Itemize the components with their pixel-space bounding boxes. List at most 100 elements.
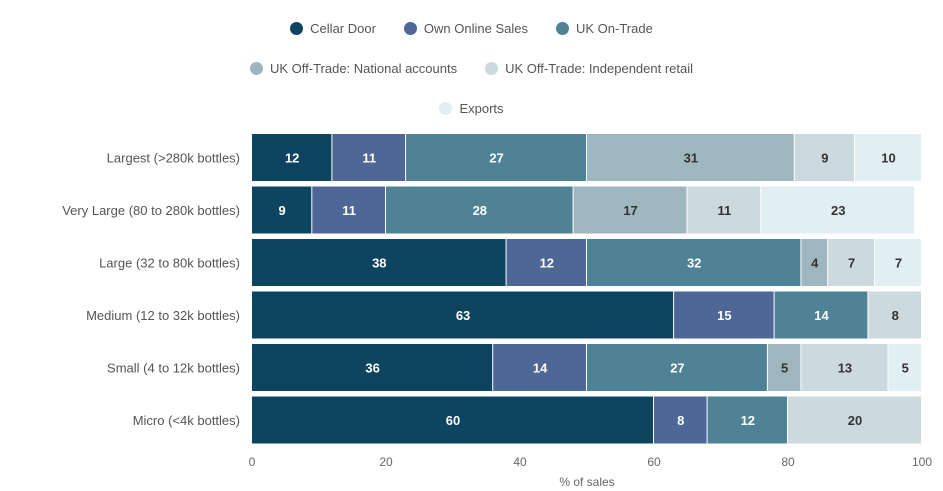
- data-label: 31: [684, 151, 698, 166]
- data-label: 10: [881, 151, 895, 166]
- data-label: 5: [781, 361, 788, 376]
- bar-segment: [868, 291, 921, 339]
- legend-item: Exports: [439, 100, 504, 116]
- data-label: 12: [285, 151, 299, 166]
- data-label: 14: [814, 308, 829, 323]
- x-tick-label: 0: [249, 455, 256, 469]
- data-label: 63: [456, 308, 470, 323]
- legend-swatch: [485, 61, 499, 75]
- bar-segment: [687, 186, 761, 234]
- bar-segment: [801, 344, 888, 391]
- data-label: 32: [687, 256, 701, 271]
- legend-label: Own Online Sales: [423, 20, 528, 36]
- chart-legend: Cellar Door Own Online Sales UK On-Trade UK…: [0, 8, 943, 128]
- category-label: Largest (>280k bottles): [107, 151, 240, 166]
- data-label: 8: [892, 308, 899, 323]
- x-tick-label: 40: [513, 455, 527, 469]
- data-label: 12: [540, 256, 554, 271]
- category-label: Medium (12 to 32k bottles): [86, 308, 240, 323]
- bar-segment: [774, 291, 868, 339]
- legend-swatch: [403, 21, 417, 35]
- data-label: 8: [677, 413, 684, 428]
- data-label: 27: [670, 361, 684, 376]
- bar-segment: [587, 134, 794, 181]
- data-label: 4: [811, 256, 819, 271]
- bar-segment: [252, 134, 332, 181]
- data-label: 38: [372, 256, 386, 271]
- x-tick-label: 20: [379, 455, 393, 469]
- bar-segment: [252, 239, 506, 286]
- legend-row: UK Off-Trade: National accounts UK Off-Tr…: [0, 48, 943, 88]
- bar-segment: [252, 396, 653, 444]
- legend-label: Exports: [459, 100, 504, 116]
- category-label: Micro (<4k bottles): [133, 413, 240, 428]
- bar-segment: [587, 239, 801, 286]
- bar-segment: [674, 291, 774, 339]
- data-label: 14: [533, 361, 548, 376]
- x-tick-label: 80: [781, 455, 795, 469]
- legend-row: Exports: [0, 88, 943, 128]
- legend-item: UK Off-Trade: Independent retail: [485, 61, 693, 76]
- data-label: 9: [279, 203, 286, 218]
- bar-segment: [406, 134, 586, 181]
- data-label: 17: [623, 203, 637, 218]
- legend-label: Cellar Door: [310, 20, 376, 36]
- category-label: Very Large (80 to 280k bottles): [62, 203, 240, 218]
- bar-segment: [493, 344, 586, 391]
- bar-segment: [386, 186, 573, 234]
- data-label: 20: [848, 413, 862, 428]
- x-tick-label: 60: [647, 455, 661, 469]
- data-label: 27: [489, 151, 503, 166]
- bar-segment: [801, 239, 828, 286]
- bar-segment: [761, 186, 915, 234]
- bar-segment: [332, 134, 406, 181]
- legend-item: Cellar Door: [290, 21, 376, 36]
- data-label: 7: [895, 256, 902, 271]
- bar-segment: [312, 186, 385, 234]
- data-label: 5: [902, 361, 909, 376]
- bar-segment: [252, 186, 312, 234]
- legend-item: Own Online Sales: [403, 20, 528, 36]
- bar-segment: [252, 344, 493, 391]
- data-label: 60: [446, 413, 460, 428]
- legend-item: UK Off-Trade: National accounts: [249, 60, 458, 76]
- x-axis-title: % of sales: [559, 475, 614, 489]
- legend-swatch: [290, 21, 304, 35]
- bar-segment: [252, 291, 674, 339]
- bar-segment: [654, 396, 707, 444]
- bar-segment: [767, 344, 801, 391]
- x-tick-label: 100: [912, 455, 932, 469]
- legend-label: UK On-Trade: [575, 20, 653, 36]
- data-label: 9: [821, 151, 828, 166]
- bar-segment: [875, 239, 921, 286]
- bar-segment: [888, 344, 921, 391]
- category-label: Small (4 to 12k bottles): [107, 361, 240, 376]
- data-label: 28: [473, 203, 487, 218]
- data-label: 36: [365, 361, 379, 376]
- bar-segment: [855, 134, 921, 181]
- legend-swatch: [439, 101, 453, 115]
- bar-segment: [788, 396, 921, 444]
- bar-segment: [506, 239, 586, 286]
- legend-item: UK On-Trade: [555, 20, 653, 36]
- data-label: 7: [848, 256, 855, 271]
- data-label: 23: [831, 203, 845, 218]
- legend-swatch: [555, 21, 569, 35]
- bar-segment: [828, 239, 875, 286]
- bar-segment: [573, 186, 687, 234]
- bar-segment: [587, 344, 767, 391]
- data-label: 11: [717, 203, 731, 218]
- data-label: 13: [838, 361, 852, 376]
- bar-segment: [707, 396, 787, 444]
- data-label: 11: [342, 203, 356, 218]
- category-label: Large (32 to 80k bottles): [99, 256, 240, 271]
- legend-label: UK Off-Trade: National accounts: [269, 60, 458, 76]
- legend-row: Cellar Door Own Online Sales UK On-Trade: [0, 8, 943, 48]
- data-label: 11: [362, 151, 376, 166]
- data-label: 12: [741, 413, 755, 428]
- legend-swatch: [249, 61, 263, 75]
- legend-label: UK Off-Trade: Independent retail: [505, 60, 694, 76]
- bar-segment: [794, 134, 854, 181]
- data-label: 15: [717, 308, 731, 323]
